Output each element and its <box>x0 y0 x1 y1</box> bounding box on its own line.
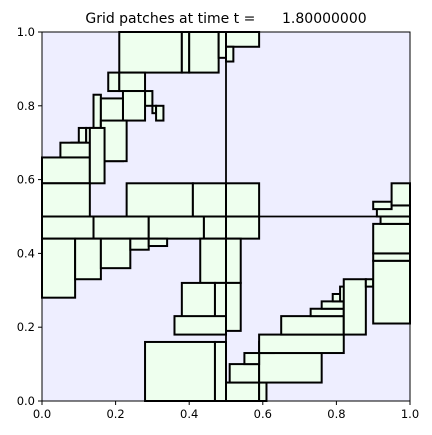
grid-patch <box>225 281 242 332</box>
grid-patch <box>379 215 411 225</box>
y-tick-label: 1.0 <box>17 25 35 39</box>
grid-patch <box>258 352 323 384</box>
grid-patch <box>92 93 102 129</box>
x-tick-label: 0.8 <box>327 407 345 421</box>
grid-patch <box>372 222 412 255</box>
y-tick-label: 0.0 <box>17 394 35 408</box>
grid-patch <box>372 200 393 211</box>
grid-patch <box>41 237 77 299</box>
grid-patch <box>144 340 216 402</box>
grid-patch <box>88 126 106 185</box>
grid-patch <box>74 237 102 281</box>
grid-patch <box>92 215 150 240</box>
grid-patch <box>77 126 88 144</box>
grid-patch <box>258 333 345 355</box>
y-axis: 0.0 0.2 0.4 0.6 0.8 1.0 <box>17 25 42 408</box>
grid-patch <box>243 352 261 366</box>
x-axis: 0.0 0.2 0.4 0.6 0.8 1.0 <box>33 401 419 421</box>
grid-patch <box>155 104 165 122</box>
grid-patch <box>228 363 261 384</box>
x-tick-label: 0.4 <box>180 407 198 421</box>
y-tick-label: 0.6 <box>17 173 35 187</box>
grid-patch <box>129 237 150 251</box>
x-tick-label: 0.2 <box>106 407 124 421</box>
grid-patch <box>320 300 345 310</box>
grid-patch <box>342 278 367 336</box>
grid-patch <box>147 237 169 248</box>
grid-patch <box>188 31 220 74</box>
grid-patch <box>118 31 183 74</box>
grid-patch <box>225 237 242 284</box>
grid-patch <box>180 31 191 74</box>
grid-patch <box>225 31 261 48</box>
grid-patch <box>364 278 375 288</box>
grid-patch <box>258 381 268 402</box>
grid-patch <box>41 215 95 240</box>
grid-patch <box>280 315 345 336</box>
grid-patch <box>41 156 91 185</box>
grid-patch <box>99 237 132 270</box>
grid-patch <box>202 215 227 240</box>
grid-patch <box>191 182 228 218</box>
grid-patch <box>225 215 261 240</box>
plot-frame <box>41 31 411 402</box>
chart-title: Grid patches at time t = 1.80000000 <box>85 11 366 27</box>
grid-patch <box>372 259 412 325</box>
grid-patch <box>225 381 261 402</box>
grid-patch <box>199 237 228 284</box>
grid-patch <box>390 182 412 207</box>
grid-patch <box>41 182 91 218</box>
grid-patch <box>121 90 147 122</box>
patch-group <box>41 31 412 402</box>
grid-patch <box>309 307 345 318</box>
grid-patch <box>225 45 235 63</box>
coarse-grid-lines <box>42 32 410 401</box>
grid-patch <box>372 252 412 262</box>
x-tick-label: 0.6 <box>254 407 272 421</box>
grid-patch <box>213 340 228 402</box>
grid-patch <box>59 141 91 159</box>
x-tick-label: 1.0 <box>401 407 419 421</box>
grid-patch <box>217 31 227 59</box>
grid-patch <box>107 71 121 93</box>
grid-patch <box>225 182 261 218</box>
grid-patch <box>118 71 147 93</box>
y-tick-label: 0.8 <box>17 99 35 113</box>
grid-patch <box>125 182 194 218</box>
grid-patch <box>144 90 154 107</box>
y-tick-label: 0.4 <box>17 246 35 260</box>
grid-patch <box>173 315 227 336</box>
grid-patch <box>147 215 205 240</box>
x-tick-label: 0.0 <box>33 407 51 421</box>
y-tick-label: 0.2 <box>17 320 35 334</box>
